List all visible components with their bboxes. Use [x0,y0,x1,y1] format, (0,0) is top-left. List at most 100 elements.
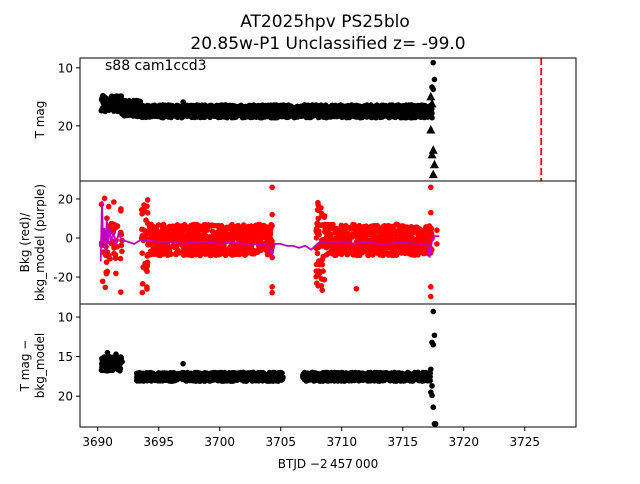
data-point [160,226,166,232]
data-point [406,245,412,251]
data-point [200,376,206,382]
data-point [316,258,322,264]
data-point [148,249,154,255]
data-point [425,114,431,120]
data-point [173,105,179,111]
data-point [379,246,385,252]
data-point [145,197,151,203]
data-point [143,267,149,273]
data-point [180,236,186,242]
data-point [119,243,125,249]
data-point [403,224,409,230]
data-point [140,290,146,296]
data-point [233,114,239,120]
data-point [106,366,112,372]
data-point [278,373,284,379]
data-point [394,250,400,256]
data-point [322,105,328,111]
data-point [344,233,350,239]
data-point [368,114,374,120]
data-point [378,229,384,235]
data-point [366,249,372,255]
data-point [258,103,264,109]
data-point [326,111,332,117]
data-point [241,248,247,254]
data-point [118,289,124,295]
data-point [400,236,406,242]
data-point [434,227,440,233]
data-point [299,108,305,114]
data-point [105,269,111,275]
data-point [380,234,386,240]
data-point [227,251,233,257]
data-point [393,107,399,113]
data-point [139,250,145,256]
data-point [393,232,399,238]
data-point [153,247,159,253]
data-point [253,223,259,229]
data-point [199,371,205,377]
data-point [167,374,173,380]
data-point [238,105,244,111]
data-point [115,362,121,368]
data-point [266,229,272,235]
data-point [269,290,275,296]
data-point [346,250,352,256]
data-point [430,87,436,93]
data-point [164,247,170,253]
data-point [432,77,438,83]
data-point [280,111,286,117]
data-point [285,105,291,111]
plot-area-bkg [99,184,440,299]
data-point [197,112,203,118]
chart-title-line1: AT2025hpv PS25blo [240,12,410,32]
data-point [411,104,417,110]
data-point [214,250,220,256]
data-point [157,103,163,109]
data-point [159,110,165,116]
data-point [154,373,160,379]
data-point [109,95,115,101]
data-point [193,245,199,251]
data-point [186,105,192,111]
data-point [352,223,358,229]
y-tick-label: 20 [58,192,73,206]
y-axis-label: Bkg (red)/ [18,212,32,273]
data-point [380,105,386,111]
data-point [118,256,124,262]
upper-limit-triangle [426,92,435,101]
data-point [388,229,394,235]
data-point [192,377,198,383]
data-point [195,234,201,240]
data-point [217,227,223,233]
data-point [328,224,334,230]
data-point [422,238,428,244]
data-point [106,355,112,361]
data-point [370,233,376,239]
data-point [403,102,409,108]
data-point [429,226,435,232]
upper-limit-triangle [426,125,435,133]
data-point [422,103,428,109]
data-point [102,108,108,114]
data-point [193,372,199,378]
data-point [358,115,364,121]
data-point [137,377,143,383]
data-point [223,107,229,113]
data-point [270,376,276,382]
chart-title-line2: 20.85w-P1 Unclassified z= -99.0 [190,34,465,54]
data-point [324,252,330,258]
data-point [215,233,221,239]
data-point [182,370,188,376]
data-point [113,252,119,258]
data-point [100,279,106,285]
data-point [176,375,182,381]
data-point [248,110,254,116]
data-point [269,212,275,218]
data-point [289,111,295,117]
data-point [319,276,325,282]
data-point [340,112,346,118]
